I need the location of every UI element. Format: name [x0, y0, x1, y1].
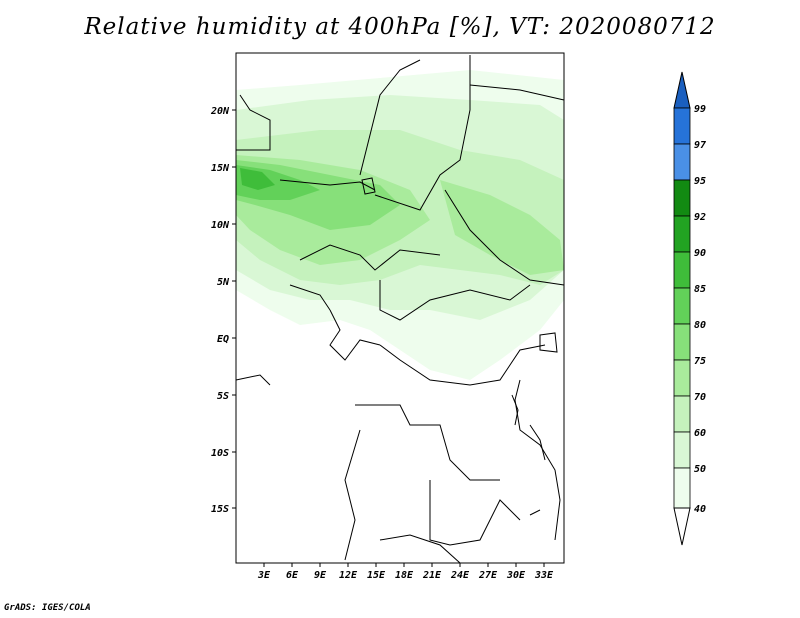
lon-label: 9E	[314, 570, 327, 581]
colorbar-label: 92	[694, 212, 706, 223]
colorbar-label: 80	[694, 320, 706, 331]
colorbar-segment-80-85	[673, 287, 691, 325]
colorbar-segment-85-90	[673, 251, 691, 289]
lat-label: 15N	[211, 163, 230, 174]
colorbar-segment-50-60	[673, 431, 691, 469]
colorbar-label: 60	[694, 428, 706, 439]
map-panel	[235, 52, 565, 564]
lat-label: 10S	[211, 448, 229, 459]
map-frame	[235, 52, 565, 564]
lat-label: 20N	[210, 106, 230, 117]
lat-label: 15S	[211, 504, 229, 515]
lon-label: 15E	[367, 570, 386, 581]
colorbar-bottom-cap	[673, 507, 691, 546]
grads-credit: GrADS: IGES/COLA	[4, 603, 91, 613]
humidity-shading	[236, 70, 564, 380]
lon-label: 21E	[422, 570, 442, 581]
lat-label: 5N	[217, 277, 230, 288]
colorbar-label: 75	[694, 356, 706, 367]
latitude-axis: 20N 15N 10N 5N EQ 5S 10S 15S	[210, 106, 236, 515]
colorbar-segment-92-95	[673, 179, 691, 217]
colorbar-label: 99	[694, 104, 706, 115]
colorbar-label: 97	[694, 140, 706, 151]
lon-label: 3E	[257, 570, 271, 581]
lakes	[361, 177, 558, 516]
colorbar-segment-75-80	[673, 323, 691, 361]
shade-70b	[440, 180, 564, 275]
colorbar-top-cap	[673, 71, 691, 109]
lon-label: 18E	[395, 570, 414, 581]
colorbar-label: 70	[694, 392, 706, 403]
colorbar-segment-70-75	[673, 359, 691, 397]
chart-title: Relative humidity at 400hPa [%], VT: 202…	[84, 14, 716, 40]
colorbar-segment-95-97	[673, 143, 691, 181]
country-borders	[235, 55, 565, 564]
colorbar-label: 50	[694, 464, 706, 475]
colorbar-segment-97-99	[673, 107, 691, 145]
lat-label: 10N	[211, 220, 230, 231]
colorbar: 99 97 95 92 90 85 80 75 70 60 50 40	[673, 71, 706, 546]
colorbar-segment-90-92	[673, 215, 691, 253]
colorbar-label: 90	[694, 248, 706, 259]
colorbar-label: 85	[694, 284, 706, 295]
colorbar-label: 95	[694, 176, 706, 187]
lon-label: 30E	[506, 570, 526, 581]
lon-label: 27E	[478, 570, 498, 581]
lat-label: 5S	[217, 391, 229, 402]
colorbar-segment-60-70	[673, 395, 691, 433]
colorbar-label: 40	[694, 504, 706, 515]
lon-label: 6E	[286, 570, 299, 581]
lat-label: EQ	[217, 334, 229, 345]
lon-label: 33E	[534, 570, 554, 581]
lon-label: 24E	[450, 570, 470, 581]
shade-85	[240, 168, 275, 190]
lon-label: 12E	[339, 570, 358, 581]
longitude-axis: 3E 6E 9E 12E 15E 18E 21E 24E 27E 30E 33E	[257, 563, 554, 581]
colorbar-segment-40-50	[673, 467, 691, 509]
